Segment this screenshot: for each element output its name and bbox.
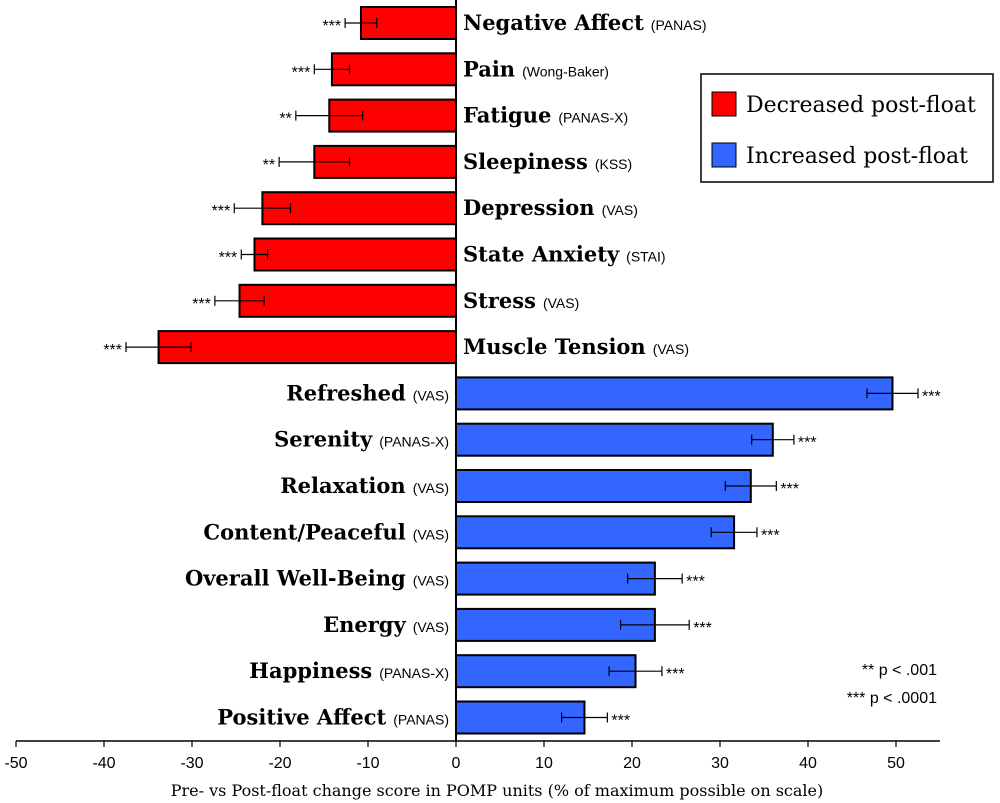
category-label-negative-affect: Negative Affect (PANAS) (463, 10, 707, 35)
bar-pain (330, 52, 458, 87)
sig-label-refreshed: *** (922, 388, 941, 405)
error-bar-happiness (608, 666, 663, 677)
sig-label-positive-affect: *** (611, 713, 630, 730)
bars-layer: *** Negative Affect (PANAS) *** Pain (Wong-Ba… (103, 6, 941, 735)
sig-label-stress: *** (192, 296, 211, 313)
sig-label-sleepiness: ** (263, 157, 275, 174)
category-label-serenity: Serenity (PANAS-X) (274, 427, 449, 452)
bar-content-peaceful (455, 515, 736, 550)
error-bar-depression (233, 203, 292, 214)
sig-label-happiness: *** (666, 666, 685, 683)
error-bar-stress (214, 295, 265, 306)
error-bar-muscle-tension (125, 342, 192, 353)
category-label-relaxation: Relaxation (VAS) (280, 473, 449, 498)
bar-state-anxiety (253, 237, 457, 272)
x-tick-label: 10 (535, 755, 553, 772)
x-tick-label: 40 (799, 755, 817, 772)
category-label-state-anxiety: State Anxiety (STAI) (463, 242, 666, 267)
sig-label-overall-well-being: *** (686, 574, 705, 591)
bar-stress (238, 283, 457, 318)
legend-swatch-decreased (711, 91, 737, 117)
bar-refreshed (455, 376, 894, 411)
bar-happiness (455, 654, 637, 689)
error-bar-state-anxiety (240, 249, 269, 260)
bar-overall-well-being (455, 561, 656, 596)
sig-label-pain: *** (292, 64, 311, 81)
x-tick-label: -10 (356, 755, 379, 772)
error-bar-sleepiness (278, 156, 351, 167)
x-tick-label: 30 (711, 755, 729, 772)
category-label-positive-affect: Positive Affect (PANAS) (217, 705, 449, 730)
x-tick-label: -50 (4, 755, 27, 772)
sig-label-relaxation: *** (780, 481, 799, 498)
error-bar-energy (619, 619, 690, 630)
significance-note-2: *** p < .0001 (847, 690, 937, 707)
category-label-depression: Depression (VAS) (463, 195, 638, 220)
sig-label-state-anxiety: *** (219, 250, 238, 267)
legend-swatch-increased (711, 142, 737, 168)
sig-label-fatigue: ** (279, 111, 291, 128)
legend-label-increased: Increased post-float (746, 144, 968, 169)
x-tick-label: -30 (180, 755, 203, 772)
category-label-energy: Energy (VAS) (323, 612, 449, 637)
error-bar-overall-well-being (626, 573, 683, 584)
sig-label-energy: *** (693, 620, 712, 637)
bar-relaxation (455, 469, 752, 503)
x-tick-label: -40 (92, 755, 115, 772)
x-tick-label: 20 (623, 755, 641, 772)
category-label-fatigue: Fatigue (PANAS-X) (463, 103, 628, 128)
sig-label-negative-affect: *** (322, 18, 341, 35)
bar-muscle-tension (157, 330, 457, 365)
legend-label-decreased: Decreased post-float (746, 93, 976, 118)
sig-label-depression: *** (212, 203, 231, 220)
x-axis-label: Pre- vs Post-float change score in POMP … (171, 781, 824, 800)
axis-layer: -50 -40 -30 -20 -10 0 10 20 30 40 50 (4, 0, 940, 772)
legend-box (700, 73, 994, 183)
error-bar-relaxation (724, 481, 777, 491)
x-tick-label: -20 (268, 755, 291, 772)
error-bar-serenity (751, 434, 795, 445)
error-bar-negative-affect (344, 18, 378, 28)
bar-serenity (455, 422, 774, 457)
sig-label-serenity: *** (798, 435, 817, 452)
bar-depression (261, 191, 457, 226)
x-tick-label: 50 (887, 755, 905, 772)
error-bar-positive-affect (560, 712, 608, 723)
significance-note-1: ** p < .001 (862, 662, 937, 679)
x-tick-label: 0 (452, 755, 461, 772)
bar-sleepiness (313, 144, 457, 179)
error-bar-fatigue (295, 110, 364, 121)
category-label-overall-well-being: Overall Well-Being (VAS) (185, 566, 449, 591)
category-label-stress: Stress (VAS) (463, 288, 579, 313)
sig-label-content-peaceful: *** (761, 527, 780, 544)
sig-label-muscle-tension: *** (103, 342, 122, 359)
category-label-muscle-tension: Muscle Tension (VAS) (463, 334, 689, 359)
category-label-sleepiness: Sleepiness (KSS) (463, 149, 632, 174)
category-label-content-peaceful: Content/Peaceful (VAS) (203, 519, 449, 544)
category-label-refreshed: Refreshed (VAS) (286, 380, 449, 405)
category-label-happiness: Happiness (PANAS-X) (249, 658, 449, 683)
legend: Decreased post-float Increased post-floa… (700, 73, 994, 183)
error-bar-pain (313, 64, 351, 75)
error-bar-content-peaceful (710, 527, 758, 538)
category-label-pain: Pain (Wong-Baker) (463, 56, 609, 81)
error-bar-refreshed (866, 388, 919, 399)
